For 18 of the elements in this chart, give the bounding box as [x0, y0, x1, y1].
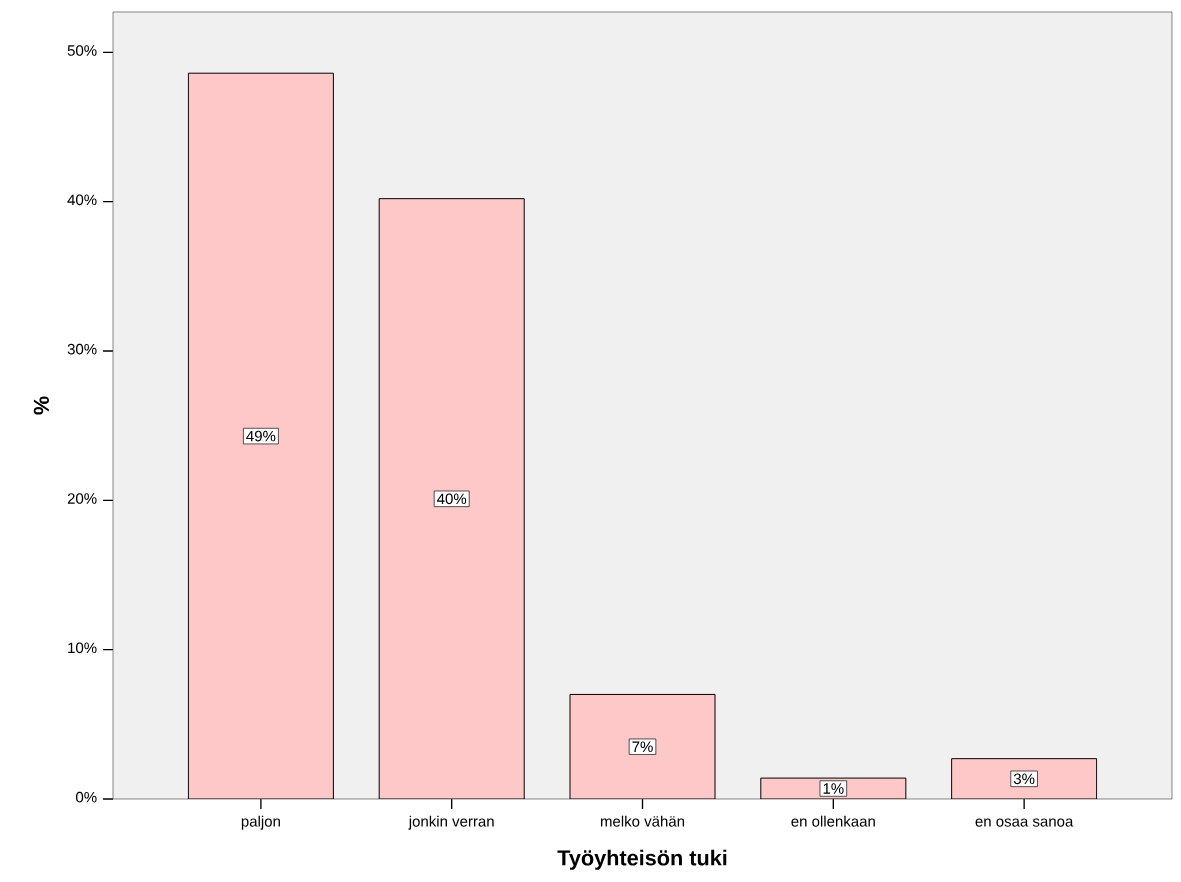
- data-label: 3%: [1013, 773, 1035, 785]
- y-axis-title: %: [33, 396, 49, 415]
- data-label: 7%: [632, 741, 653, 752]
- x-tick-label: en osaa sanoa: [975, 818, 1074, 827]
- y-tick-label: 0%: [76, 791, 97, 803]
- x-tick-label: paljon: [241, 815, 280, 830]
- y-tick-label: 30%: [67, 343, 97, 355]
- x-tick-label: melko vähän: [600, 815, 685, 827]
- y-tick-label: 40%: [67, 194, 97, 206]
- x-tick-label: jonkin verran: [408, 815, 494, 830]
- x-tick-label: en ollenkaan: [791, 815, 875, 827]
- y-tick-label: 10%: [68, 642, 97, 654]
- data-label: 40%: [437, 493, 467, 505]
- y-tick-label: 20%: [67, 493, 97, 504]
- y-tick-label: 50%: [67, 45, 97, 56]
- data-label: 49%: [246, 430, 276, 442]
- x-axis-title: Työyhteisön tuki: [557, 849, 727, 870]
- data-label: 1%: [823, 783, 844, 794]
